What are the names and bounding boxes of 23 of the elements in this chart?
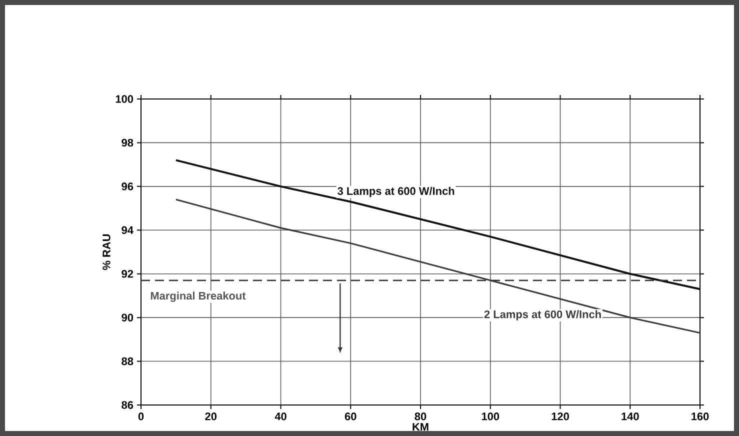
ref-line-label: Marginal Breakout [150,292,246,302]
x-tick-label: 120 [552,412,569,420]
y-tick-label: 90 [122,314,134,322]
x-tick-label: 160 [692,412,709,420]
y-tick-label: 94 [122,226,134,234]
series-label: 3 Lamps at 600 W/Inch [338,186,454,198]
y-tick-label: 100 [116,95,134,103]
x-tick-label: 0 [138,412,144,420]
y-tick-label: 98 [122,138,134,147]
x-tick-label: 100 [482,412,500,420]
x-tick-label: 20 [205,412,217,420]
y-tick-label: 86 [122,401,134,409]
x-tick-label: 60 [344,412,356,420]
y-axis-title: % RAU [102,234,110,270]
series-label: 2 Lamps at 600 W/Inch [484,310,601,320]
y-tick-label: 88 [122,357,134,366]
x-tick-label: 40 [274,412,286,420]
x-axis-title: KM [412,423,428,431]
y-tick-label: 96 [122,182,134,190]
x-tick-label: 80 [414,412,426,420]
line-series [174,159,702,290]
x-tick-label: 140 [622,412,639,420]
y-tick-label: 92 [122,270,134,278]
